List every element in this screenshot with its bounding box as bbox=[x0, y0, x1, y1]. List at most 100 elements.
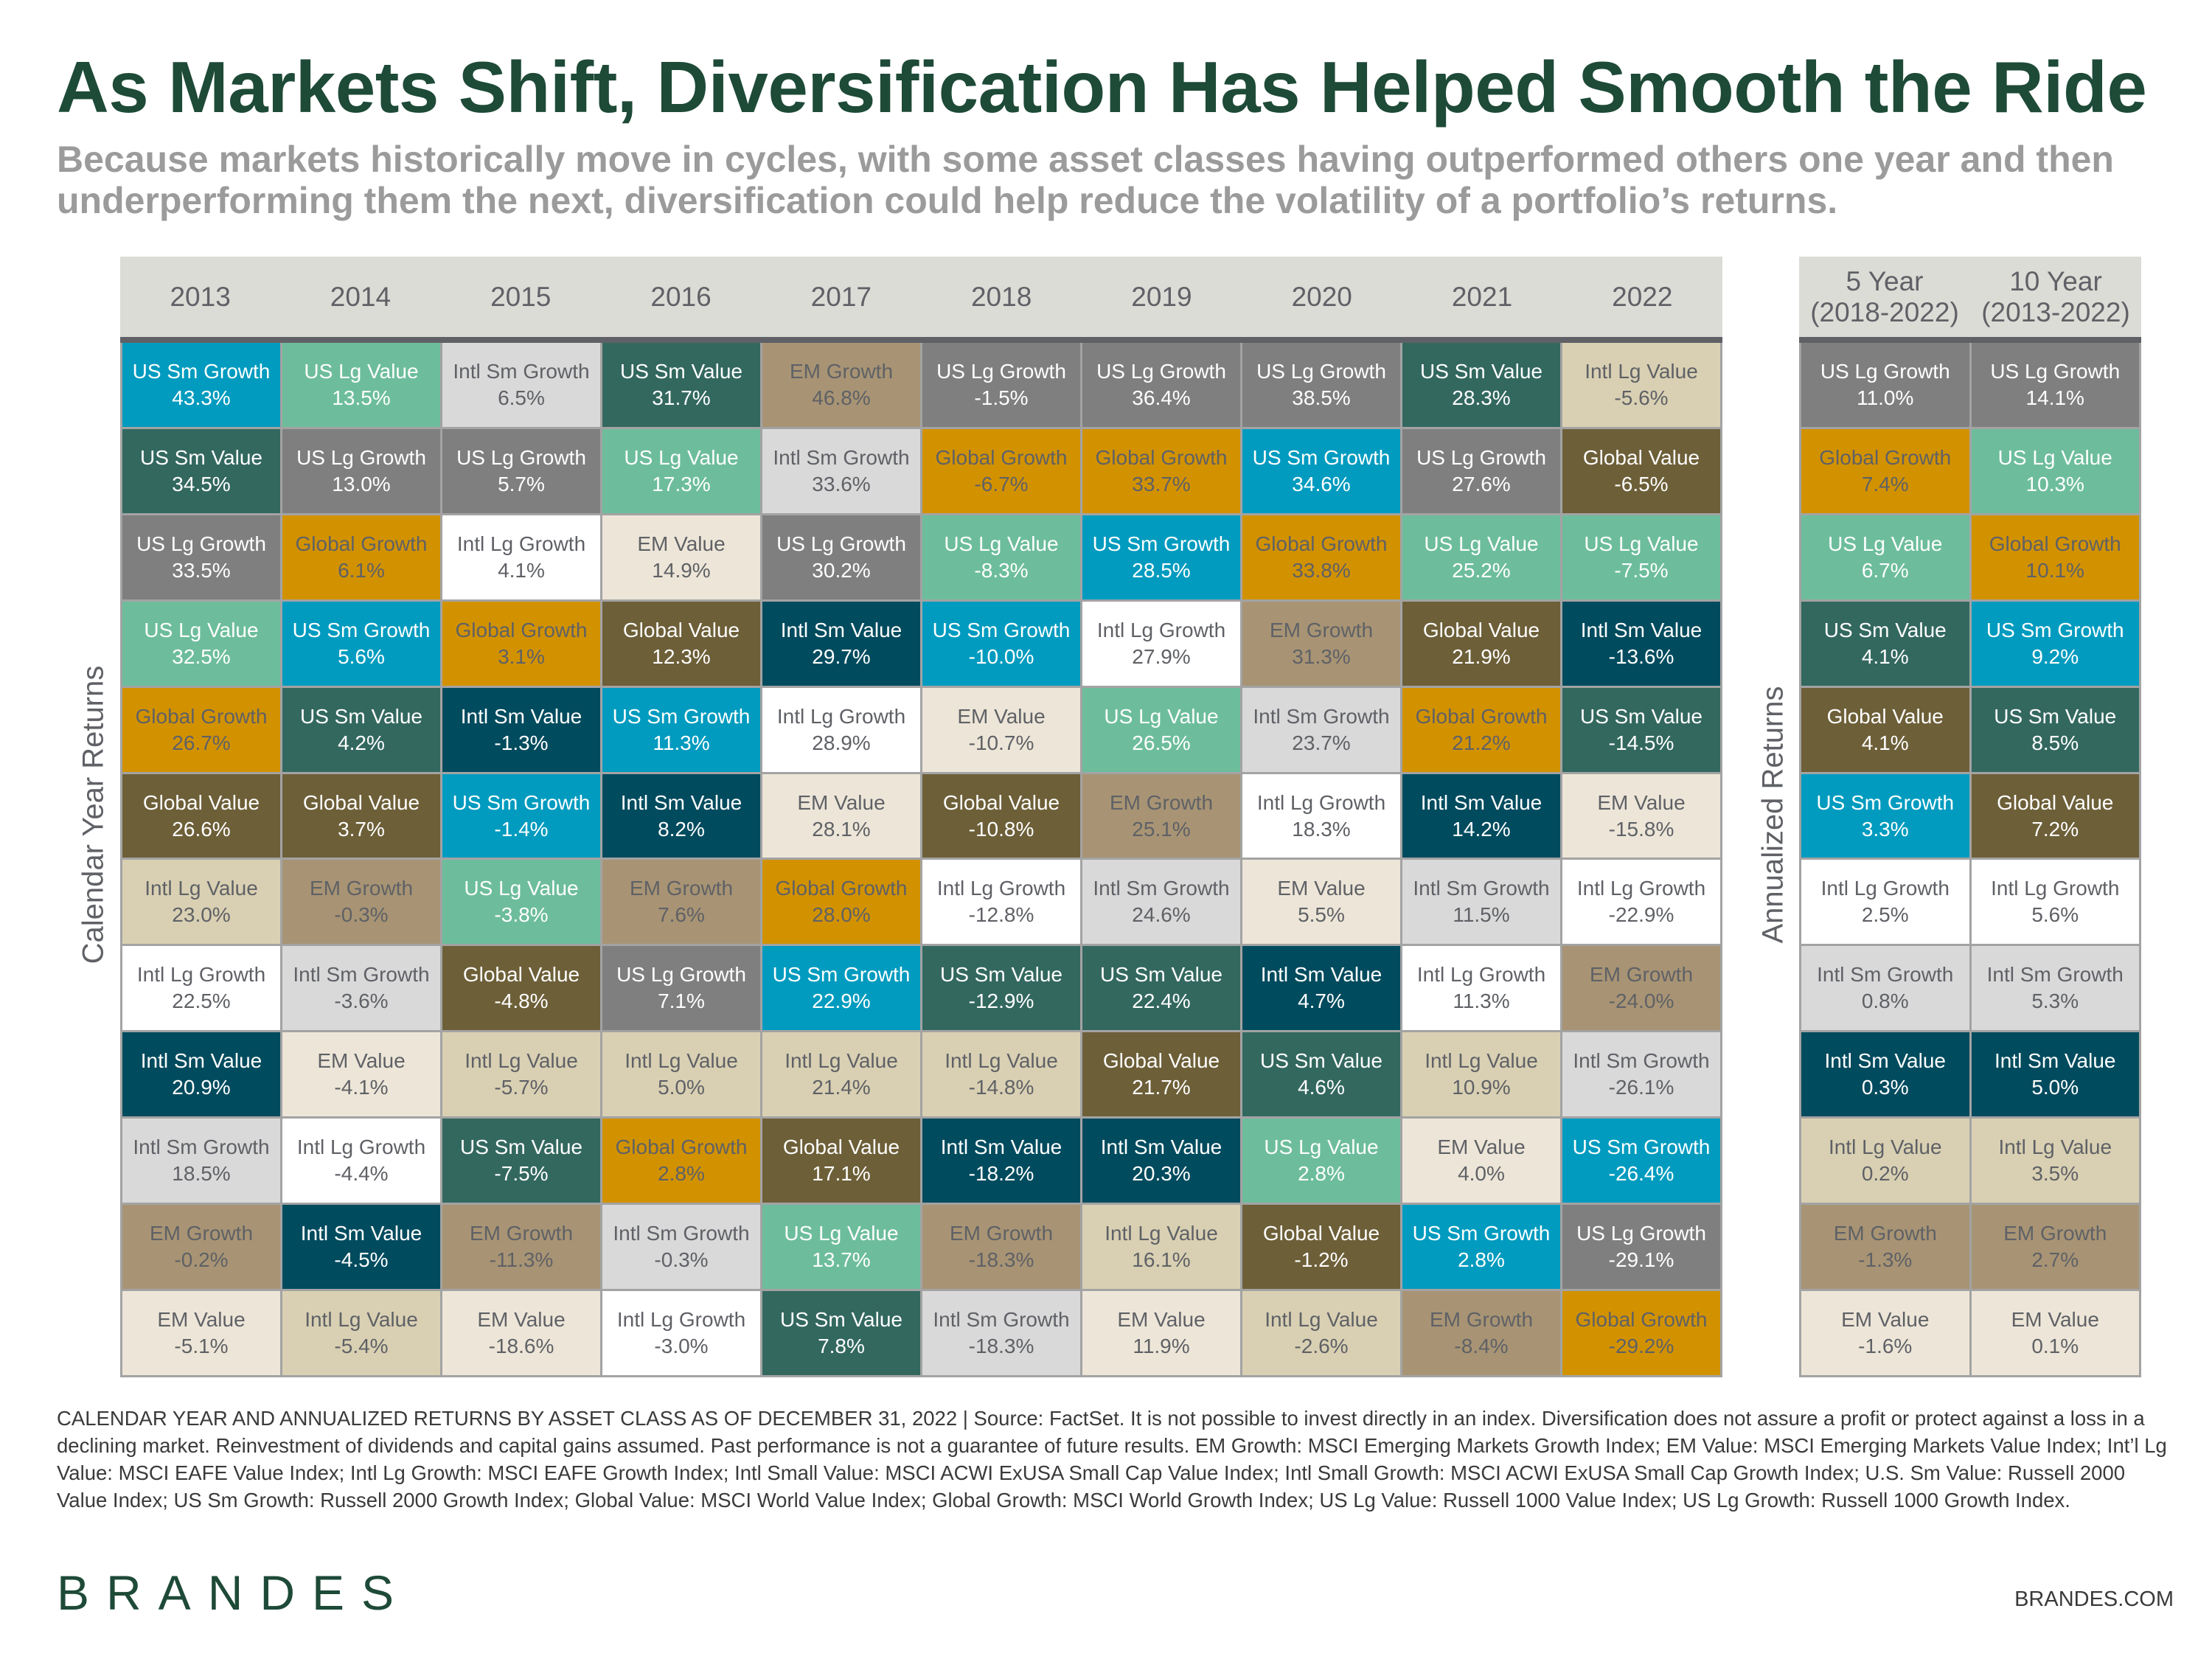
annualized-return-cell: US Lg Value 6.7% bbox=[1801, 515, 1969, 599]
calendar-year-return-cell: US Sm Growth 2.8% bbox=[1402, 1205, 1560, 1290]
return-value: 28.5% bbox=[1132, 558, 1191, 582]
return-value: 24.6% bbox=[1132, 903, 1191, 927]
asset-class-name: Intl Sm Growth bbox=[773, 445, 910, 469]
asset-class-name: US Sm Growth bbox=[1092, 532, 1231, 555]
return-value: -0.3% bbox=[334, 903, 389, 927]
asset-class-name: US Sm Value bbox=[1994, 704, 2117, 728]
annualized-return-cell: Intl Sm Value 5.0% bbox=[1971, 1032, 2139, 1117]
asset-class-name: Intl Sm Value bbox=[940, 1135, 1062, 1159]
calendar-year-return-cell: Intl Sm Value -4.5% bbox=[282, 1205, 440, 1290]
asset-class-name: Intl Lg Value bbox=[1585, 359, 1698, 383]
return-value: 5.0% bbox=[658, 1076, 705, 1099]
calendar-year-return-cell: US Lg Value 17.3% bbox=[602, 428, 760, 513]
asset-class-name: Intl Sm Growth bbox=[133, 1135, 270, 1159]
asset-class-name: Intl Lg Value bbox=[1425, 1049, 1538, 1073]
return-value: 26.7% bbox=[172, 731, 231, 754]
asset-class-name: Global Growth bbox=[455, 618, 588, 641]
return-value: 5.0% bbox=[2031, 1076, 2079, 1099]
return-value: 10.3% bbox=[2025, 472, 2084, 495]
calendar-year-return-cell: EM Growth -11.3% bbox=[442, 1205, 600, 1290]
annualized-header: 5 Year (2018-2022) 10 Year (2013-2022) bbox=[1799, 257, 2141, 337]
calendar-year-return-cell: Intl Sm Value 29.7% bbox=[762, 601, 920, 686]
brandes-logo: BRANDES bbox=[57, 1565, 411, 1620]
calendar-year-return-cell: Global Value 3.7% bbox=[282, 773, 440, 858]
return-value: 34.6% bbox=[1292, 472, 1351, 495]
asset-class-name: Intl Lg Growth bbox=[1416, 963, 1546, 987]
calendar-year-column-header: 2017 bbox=[810, 281, 872, 312]
calendar-year-return-cell: US Lg Value -7.5% bbox=[1562, 515, 1720, 599]
return-value: 12.3% bbox=[652, 644, 711, 668]
return-value: -29.2% bbox=[1608, 1335, 1674, 1358]
asset-class-name: Intl Lg Value bbox=[1105, 1222, 1218, 1245]
asset-class-name: US Sm Growth bbox=[1816, 790, 1955, 814]
return-value: 20.9% bbox=[172, 1076, 231, 1099]
asset-class-name: Intl Sm Growth bbox=[933, 1308, 1070, 1332]
calendar-year-return-cell: Intl Sm Value -13.6% bbox=[1562, 601, 1720, 686]
return-value: 5.3% bbox=[2031, 990, 2079, 1013]
calendar-year-return-cell: US Sm Growth 28.5% bbox=[1082, 515, 1240, 599]
return-value: -0.2% bbox=[174, 1248, 229, 1272]
calendar-year-return-cell: Global Growth -29.2% bbox=[1562, 1291, 1720, 1375]
asset-class-name: Global Growth bbox=[1819, 445, 1952, 469]
calendar-year-return-cell: US Sm Value 4.2% bbox=[282, 687, 440, 772]
return-value: -2.6% bbox=[1294, 1335, 1349, 1358]
calendar-year-return-cell: Global Value 17.1% bbox=[762, 1119, 920, 1203]
calendar-year-return-cell: US Lg Growth -29.1% bbox=[1562, 1205, 1720, 1290]
return-value: 3.7% bbox=[338, 817, 385, 841]
asset-class-name: US Sm Value bbox=[780, 1308, 902, 1332]
annualized-return-cell: Global Growth 7.4% bbox=[1801, 428, 1969, 513]
asset-class-name: Intl Lg Growth bbox=[1576, 877, 1706, 900]
calendar-year-return-cell: Intl Lg Value 16.1% bbox=[1082, 1205, 1240, 1290]
asset-class-name: EM Growth bbox=[1833, 1222, 1937, 1245]
return-value: 31.3% bbox=[1292, 644, 1351, 668]
page-subtitle: Because markets historically move in cyc… bbox=[57, 139, 2114, 221]
annualized-return-cell: US Lg Value 10.3% bbox=[1971, 428, 2139, 513]
asset-class-name: Intl Lg Value bbox=[945, 1049, 1058, 1073]
asset-class-name: Intl Lg Value bbox=[625, 1049, 738, 1073]
annualized-return-cell: Intl Lg Growth 5.6% bbox=[1971, 860, 2139, 945]
calendar-year-return-cell: US Lg Growth 5.7% bbox=[442, 428, 600, 513]
asset-class-name: Intl Lg Value bbox=[1998, 1135, 2112, 1159]
asset-class-name: EM Value bbox=[1597, 790, 1686, 814]
calendar-year-return-cell: US Sm Growth -10.0% bbox=[922, 601, 1080, 686]
calendar-year-return-cell: Global Value -1.2% bbox=[1242, 1205, 1400, 1290]
calendar-year-return-cell: US Lg Growth 33.5% bbox=[122, 515, 280, 599]
return-value: -5.1% bbox=[174, 1335, 229, 1358]
asset-class-name: Intl Sm Growth bbox=[1986, 963, 2124, 987]
return-value: 23.7% bbox=[1292, 731, 1351, 754]
return-value: 28.3% bbox=[1452, 386, 1511, 409]
asset-class-name: US Sm Value bbox=[1420, 359, 1543, 383]
return-value: -1.5% bbox=[974, 386, 1029, 409]
calendar-year-return-cell: Intl Sm Value -1.3% bbox=[442, 687, 600, 772]
return-value: 8.2% bbox=[658, 817, 705, 841]
website-link[interactable]: BRANDES.COM bbox=[2014, 1587, 2174, 1611]
return-value: -12.8% bbox=[968, 903, 1034, 927]
asset-class-name: US Lg Value bbox=[1264, 1135, 1379, 1159]
return-value: 28.0% bbox=[812, 903, 871, 927]
return-value: 10.9% bbox=[1452, 1076, 1511, 1099]
return-value: -7.5% bbox=[494, 1162, 549, 1186]
asset-class-name: Intl Lg Value bbox=[1828, 1135, 1942, 1159]
calendar-year-return-cell: Intl Sm Growth -26.1% bbox=[1562, 1032, 1720, 1117]
asset-class-name: EM Growth bbox=[2003, 1222, 2107, 1245]
asset-class-name: Intl Lg Growth bbox=[136, 963, 266, 987]
return-value: -10.7% bbox=[968, 731, 1034, 754]
asset-class-name: EM Value bbox=[477, 1308, 566, 1332]
asset-class-name: US Lg Growth bbox=[936, 359, 1066, 383]
asset-class-name: EM Growth bbox=[629, 877, 734, 900]
asset-class-name: EM Growth bbox=[1429, 1308, 1534, 1332]
annualized-return-cell: Global Value 4.1% bbox=[1801, 687, 1969, 772]
calendar-year-return-cell: EM Value -5.1% bbox=[122, 1291, 280, 1375]
calendar-year-return-cell: EM Value -10.7% bbox=[922, 687, 1080, 772]
calendar-year-return-cell: EM Growth 46.8% bbox=[762, 343, 920, 427]
asset-class-name: Global Value bbox=[622, 618, 740, 641]
calendar-year-return-cell: EM Value 14.9% bbox=[602, 515, 760, 599]
asset-class-name: Intl Lg Growth bbox=[1256, 790, 1386, 814]
annualized-column-header: 10 Year (2013-2022) bbox=[1981, 265, 2130, 327]
calendar-year-return-cell: US Lg Growth 38.5% bbox=[1242, 343, 1400, 427]
asset-class-name: EM Value bbox=[1277, 877, 1366, 900]
return-value: 7.4% bbox=[1861, 472, 1909, 495]
asset-class-name: US Lg Value bbox=[624, 445, 739, 469]
calendar-year-column-header: 2013 bbox=[170, 281, 231, 312]
calendar-year-return-cell: Intl Lg Growth 27.9% bbox=[1082, 601, 1240, 686]
